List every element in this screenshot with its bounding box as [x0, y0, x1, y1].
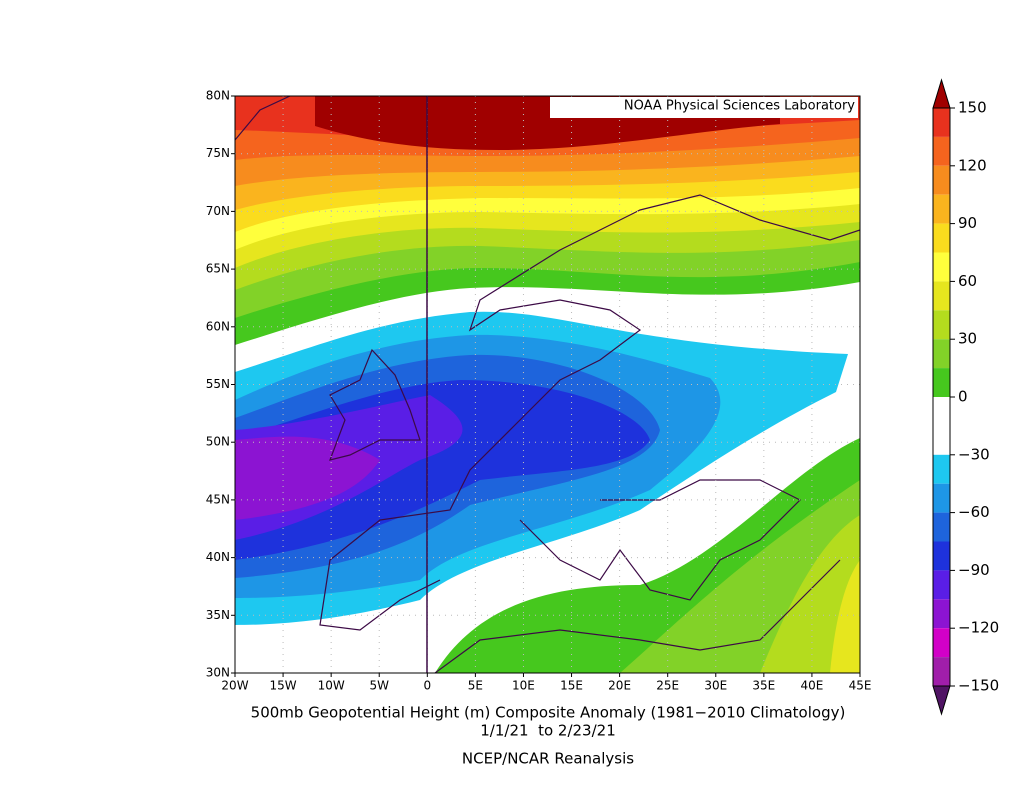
colorbar-cell	[933, 628, 950, 658]
colorbar-cell	[933, 483, 950, 513]
lon-label: 10W	[318, 679, 345, 693]
colorbar-cell	[933, 454, 950, 484]
colorbar-cell	[933, 512, 950, 542]
colorbar-cell	[933, 657, 950, 686]
lon-label: 5W	[369, 679, 389, 693]
colorbar-cell	[933, 541, 950, 571]
colorbar-label: −60	[958, 503, 990, 521]
lon-label: 40E	[800, 679, 823, 693]
credit: NOAA Physical Sciences Laboratory	[624, 99, 855, 114]
colorbar-cell	[933, 194, 950, 224]
lon-label: 45E	[849, 679, 872, 693]
band-se-60	[830, 560, 860, 673]
lat-label: 65N	[206, 262, 230, 276]
coastline	[235, 96, 291, 141]
lat-label: 55N	[206, 377, 230, 391]
colorbar-label: 60	[958, 272, 977, 290]
lat-label: 70N	[206, 204, 230, 218]
colorbar-label: −150	[958, 677, 999, 695]
colorbar-cell	[933, 397, 950, 426]
lon-label: 5E	[468, 679, 483, 693]
colorbar-label: 90	[958, 214, 977, 232]
caption-dates: 1/1/21 to 2/23/21	[480, 722, 615, 740]
colorbar-cell	[933, 136, 950, 166]
colorbar-label: −120	[958, 619, 999, 637]
caption-source: NCEP/NCAR Reanalysis	[462, 750, 634, 768]
colorbar-cell	[933, 368, 950, 397]
colorbar-cell	[933, 108, 950, 137]
lat-label: 35N	[206, 608, 230, 622]
coastline	[329, 348, 421, 461]
colorbar-label: −90	[958, 561, 990, 579]
lat-label: 40N	[206, 550, 230, 564]
coastline	[519, 479, 802, 601]
coastline	[434, 559, 841, 673]
lon-label: 15E	[560, 679, 583, 693]
coastline	[319, 194, 860, 631]
lon-label: 25E	[656, 679, 679, 693]
colorbar-over	[932, 78, 951, 109]
lat-label: 80N	[206, 89, 230, 103]
band-se-45	[760, 515, 860, 673]
colorbar-cell	[933, 425, 950, 455]
colorbar-cell	[933, 252, 950, 282]
colorbar: 150 120 90 60 30 0 −30 −60 −90 −120 −150	[932, 78, 999, 716]
lat-label: 45N	[206, 492, 230, 506]
lon-label: 15W	[270, 679, 297, 693]
lat-label: 60N	[206, 319, 230, 333]
lon-label: 10E	[512, 679, 535, 693]
colorbar-cell	[933, 223, 950, 253]
lon-label: 20W	[221, 679, 248, 693]
lon-label: 20E	[608, 679, 631, 693]
caption-title: 500mb Geopotential Height (m) Composite …	[251, 704, 846, 722]
lat-label: 50N	[206, 435, 230, 449]
colorbar-cell	[933, 570, 950, 600]
colorbar-label: 0	[958, 388, 968, 406]
lon-label: 30E	[704, 679, 727, 693]
colorbar-label: 150	[958, 99, 987, 117]
credit-box	[550, 97, 858, 118]
colorbar-cell	[933, 599, 950, 629]
colorbar-under	[932, 685, 951, 716]
colorbar-cell	[933, 165, 950, 195]
colorbar-label: −30	[958, 445, 990, 463]
colorbar-cell	[933, 339, 950, 369]
lon-label: 35E	[752, 679, 775, 693]
colorbar-cell	[933, 281, 950, 311]
lat-label: 30N	[206, 666, 230, 680]
lat-label: 75N	[206, 146, 230, 160]
colorbar-cell	[933, 310, 950, 340]
colorbar-label: 120	[958, 156, 987, 174]
lon-label: 0	[423, 679, 431, 693]
colorbar-label: 30	[958, 330, 977, 348]
band-m90	[235, 436, 380, 520]
